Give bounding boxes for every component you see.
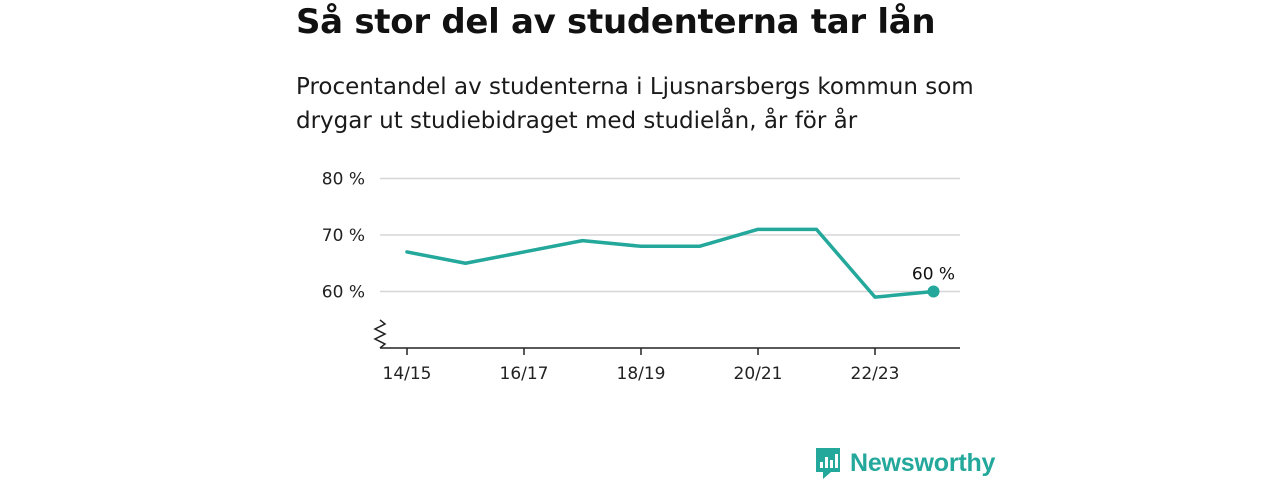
brand-logo: Newsworthy <box>814 446 995 480</box>
line-chart: 60 % 70 % 80 % 14/15 16/17 18/19 20/21 22/23 60 … <box>322 170 960 384</box>
axis-break-icon <box>373 319 387 349</box>
last-data-point <box>927 285 940 298</box>
x-tick-label: 14/15 <box>383 364 432 384</box>
chart-subtitle: Procentandel av studenterna i Ljusnarsbe… <box>296 74 974 134</box>
last-point-label: 60 % <box>912 265 955 285</box>
x-tick-label: 22/23 <box>851 364 900 384</box>
x-tick-label: 20/21 <box>734 364 783 384</box>
x-tick-label: 16/17 <box>500 364 549 384</box>
y-tick-label: 70 % <box>322 226 365 246</box>
y-tick-label: 60 % <box>322 283 365 303</box>
y-tick-label: 80 % <box>322 170 365 190</box>
x-tick-label: 18/19 <box>617 364 666 384</box>
brand-name: Newsworthy <box>850 448 996 477</box>
newsworthy-logo-icon <box>816 448 840 479</box>
series-line <box>405 227 936 299</box>
chart-title: Så stor del av studenterna tar lån <box>296 2 936 42</box>
